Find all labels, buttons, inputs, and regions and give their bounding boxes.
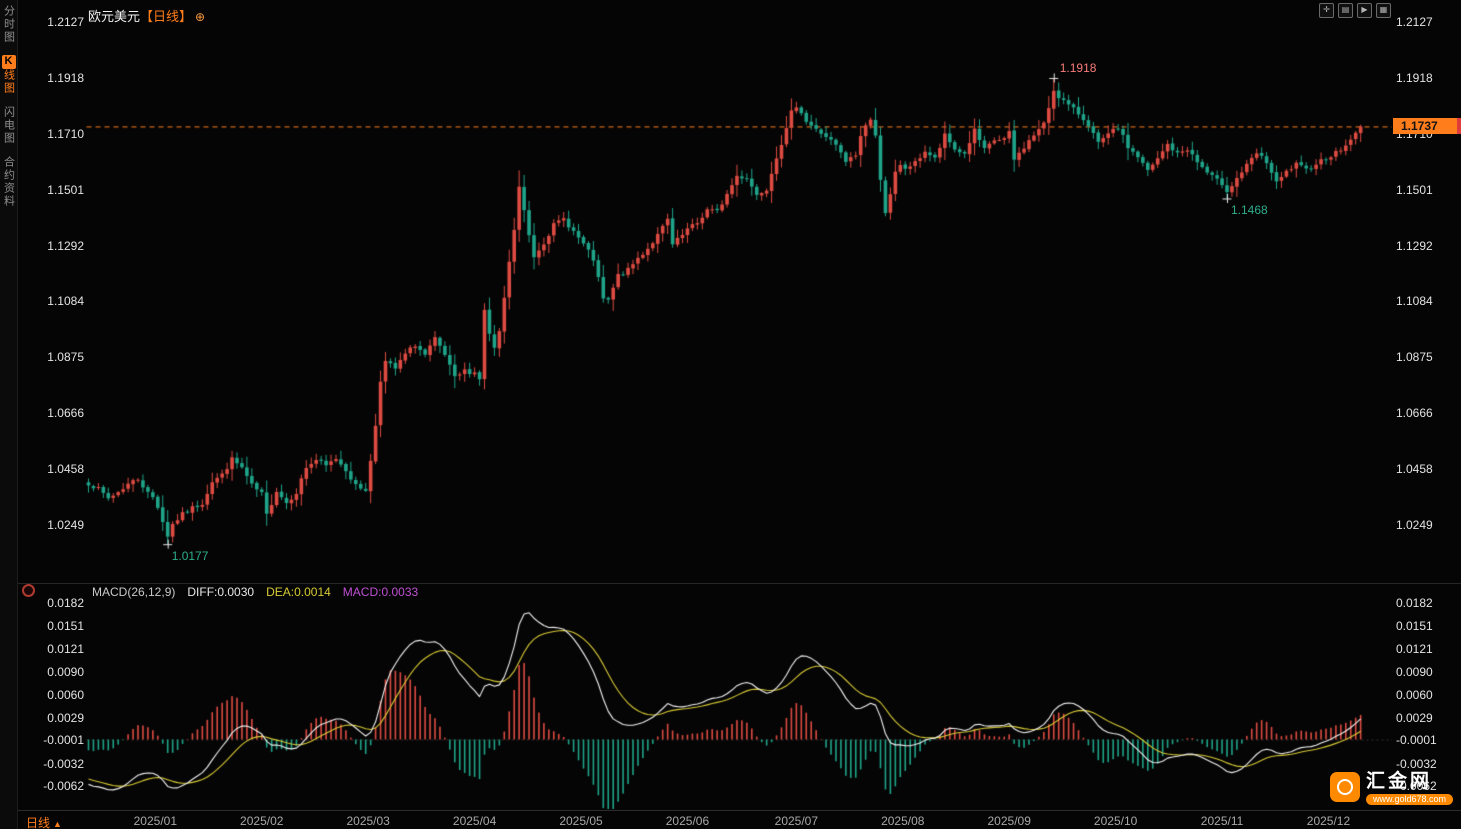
dropdown-arrow-icon: ▲ bbox=[53, 819, 62, 829]
macd-dea-value: DEA:0.0014 bbox=[266, 585, 331, 599]
macd-diff-value: DIFF:0.0030 bbox=[187, 585, 255, 599]
period-label: 日线 bbox=[26, 816, 51, 829]
macd-axis-label: 0.0090 bbox=[1396, 665, 1433, 679]
time-axis-label: 2025/05 bbox=[559, 814, 603, 828]
price-annotation: 1.1918 bbox=[1059, 60, 1097, 75]
price-axis-label: 1.0666 bbox=[47, 406, 84, 421]
left-sidebar: 分时图 K线图闪电图合约资料 bbox=[0, 0, 18, 829]
period-tag: 【日线】 bbox=[140, 9, 193, 24]
price-axis-label: 1.0249 bbox=[47, 517, 84, 532]
last-price-tag: 1.1737 bbox=[1393, 118, 1457, 135]
time-axis-label: 2025/01 bbox=[133, 814, 178, 828]
time-axis-bar: 日线 ▲ 2025/01 2025/02 2025/03 2025/04 2025/05 2… bbox=[18, 810, 1461, 829]
chart-settings-icon[interactable]: ⊕ bbox=[195, 10, 206, 24]
macd-indicator-header: MACD(26,12,9) DIFF:0.0030 DEA:0.0014 MACD:0… bbox=[92, 585, 430, 599]
active-tab-badge: K bbox=[1, 55, 16, 69]
last-price-edge-marker bbox=[1457, 118, 1461, 135]
sidebar-tab-intraday-chart[interactable]: 分时图 bbox=[2, 5, 15, 44]
time-axis-label: 2025/04 bbox=[452, 814, 497, 828]
macd-axis-label: 0.0060 bbox=[47, 687, 84, 702]
price-axis-label: 1.1084 bbox=[47, 294, 84, 309]
macd-axis-label: 0.0182 bbox=[47, 596, 84, 610]
brand-name: 汇金网 bbox=[1365, 771, 1432, 792]
play-forward-icon[interactable]: ▶ bbox=[1357, 3, 1372, 18]
macd-axis-label: 0.0060 bbox=[1396, 687, 1433, 702]
time-axis-label: 2025/06 bbox=[665, 814, 710, 828]
active-tab-label: 线图 bbox=[2, 69, 15, 95]
time-axis-label: 2025/12 bbox=[1306, 814, 1351, 828]
price-axis-label: 1.1501 bbox=[1396, 182, 1433, 197]
price-annotation: 1.1468 bbox=[1231, 203, 1268, 218]
macd-axis-label: -0.0001 bbox=[1396, 733, 1437, 748]
chart-title: 欧元美元【日线】 ⊕ bbox=[88, 6, 205, 25]
chart-toolbar: ✛ ▤ ▶ ▦ bbox=[1319, 3, 1391, 18]
macd-axis-label: -0.0032 bbox=[1396, 756, 1437, 771]
period-selector[interactable]: 日线 ▲ bbox=[26, 814, 62, 829]
macd-axis-label: 0.0182 bbox=[1396, 596, 1433, 610]
time-axis-label: 2025/11 bbox=[1200, 814, 1244, 828]
macd-axis-label: 0.0090 bbox=[47, 665, 84, 679]
price-axis-label: 1.0875 bbox=[1396, 350, 1433, 365]
price-axis-label: 1.0875 bbox=[47, 350, 84, 365]
layout-split-icon[interactable]: ▤ bbox=[1338, 3, 1353, 18]
sidebar-tab-lightning-chart[interactable]: 闪电图 bbox=[2, 106, 15, 145]
macd-axis-label: 0.0029 bbox=[1396, 710, 1433, 725]
time-axis-label: 2025/08 bbox=[881, 814, 925, 828]
brand-url: www.gold678.com bbox=[1365, 794, 1453, 805]
time-axis-label: 2025/02 bbox=[240, 814, 284, 828]
price-axis-label: 1.1918 bbox=[1396, 70, 1433, 85]
time-axis-label: 2025/07 bbox=[774, 814, 819, 828]
macd-axis-label: -0.0032 bbox=[43, 756, 84, 771]
time-axis-label: 2025/03 bbox=[346, 814, 390, 828]
price-axis-label: 1.0666 bbox=[1396, 406, 1433, 421]
macd-axis-label: 0.0121 bbox=[1396, 641, 1433, 656]
panel-divider bbox=[18, 583, 1461, 584]
price-axis-label: 1.1292 bbox=[1396, 238, 1433, 253]
price-axis-label: 1.1501 bbox=[47, 182, 84, 197]
symbol-name: 欧元美元 bbox=[88, 9, 141, 24]
macd-axis-label: 0.0151 bbox=[47, 619, 84, 634]
time-axis-label: 2025/10 bbox=[1093, 814, 1138, 828]
macd-axis-label: 0.0151 bbox=[1396, 619, 1433, 634]
crosshair-tool-icon[interactable]: ✛ bbox=[1319, 3, 1334, 18]
price-axis-label: 1.1084 bbox=[1396, 294, 1433, 309]
time-axis-label: 2025/09 bbox=[987, 814, 1031, 828]
price-axis-label: 1.2127 bbox=[1396, 15, 1433, 29]
macd-axis-label: -0.0062 bbox=[43, 779, 84, 793]
brand-watermark: 汇金网 www.gold678.com bbox=[1329, 771, 1453, 805]
macd-axis-label: 0.0029 bbox=[47, 710, 84, 725]
price-axis-label: 1.0458 bbox=[1396, 461, 1433, 476]
price-axis-label: 1.1918 bbox=[47, 70, 84, 85]
macd-axis-label: -0.0062 bbox=[1396, 779, 1437, 793]
sidebar-tab-contract-info[interactable]: 合约资料 bbox=[2, 156, 15, 208]
huijin-logo-icon bbox=[1329, 772, 1360, 802]
macd-macd-value: MACD:0.0033 bbox=[342, 585, 419, 599]
macd-params-label[interactable]: MACD(26,12,9) bbox=[92, 585, 176, 599]
sidebar-tab-kline-chart[interactable]: K线图 bbox=[1, 55, 16, 95]
price-axis-label: 1.1292 bbox=[47, 238, 84, 253]
price-axis-label: 1.1710 bbox=[47, 126, 84, 141]
price-axis-label: 1.0458 bbox=[47, 461, 84, 476]
macd-axis-label: 0.0121 bbox=[47, 641, 84, 656]
macd-axis-label: -0.0001 bbox=[43, 733, 84, 748]
price-annotation: 1.0177 bbox=[171, 549, 209, 564]
indicator-settings-icon[interactable] bbox=[22, 584, 35, 597]
price-axis-label: 1.2127 bbox=[47, 15, 84, 29]
last-price-value: 1.1737 bbox=[1401, 119, 1438, 134]
price-axis-label: 1.0249 bbox=[1396, 517, 1433, 532]
layout-grid-icon[interactable]: ▦ bbox=[1376, 3, 1391, 18]
